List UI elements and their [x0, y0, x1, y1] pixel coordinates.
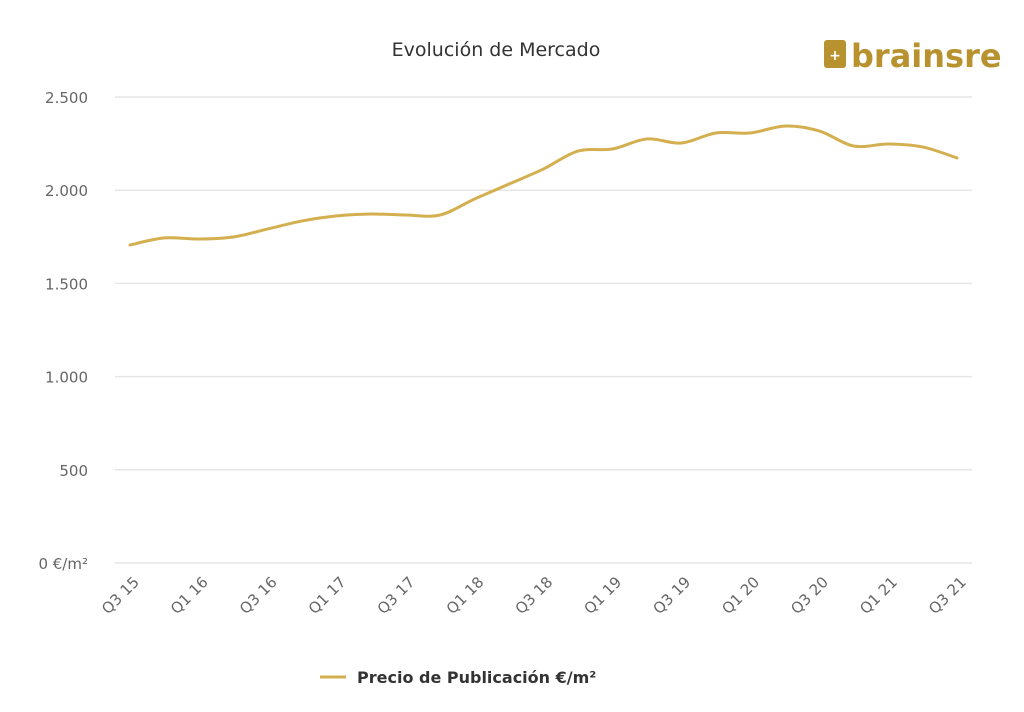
- y-tick-label: 2.000: [45, 182, 88, 200]
- data-point[interactable]: [331, 210, 343, 222]
- data-point[interactable]: [779, 120, 791, 132]
- x-tick-label: Q1 20: [718, 573, 763, 618]
- data-point[interactable]: [365, 208, 377, 220]
- y-tick-label: 2.500: [45, 89, 88, 107]
- data-point[interactable]: [158, 232, 170, 244]
- x-tick-label: Q3 15: [98, 573, 143, 618]
- brand-logo: + brainsre: [824, 37, 1002, 75]
- series-line: [128, 124, 959, 247]
- x-tick-label: Q1 17: [305, 573, 350, 618]
- legend[interactable]: Precio de Publicación €/m²: [320, 668, 596, 687]
- data-point[interactable]: [538, 163, 550, 175]
- data-point[interactable]: [641, 133, 653, 145]
- data-point[interactable]: [400, 209, 412, 221]
- y-tick-label: 500: [59, 462, 88, 480]
- data-point[interactable]: [744, 127, 756, 139]
- x-tick-label: Q3 21: [925, 573, 970, 618]
- data-point[interactable]: [710, 127, 722, 139]
- y-tick-label: 1.000: [45, 369, 88, 387]
- data-point[interactable]: [262, 223, 274, 235]
- data-point[interactable]: [606, 143, 618, 155]
- y-tick-label: 0 €/m²: [38, 555, 88, 573]
- data-point[interactable]: [503, 178, 515, 190]
- y-tick-label: 1.500: [45, 275, 88, 293]
- legend-label: Precio de Publicación €/m²: [357, 668, 596, 687]
- data-point[interactable]: [193, 233, 205, 245]
- svg-text:+: +: [829, 48, 841, 64]
- x-tick-label: Q3 20: [787, 573, 832, 618]
- data-point[interactable]: [572, 145, 584, 157]
- x-tick-label: Q3 19: [649, 573, 694, 618]
- data-point[interactable]: [469, 193, 481, 205]
- x-tick-label: Q1 19: [581, 573, 626, 618]
- x-tick-label: Q3 17: [374, 573, 419, 618]
- chart-title: Evolución de Mercado: [392, 39, 601, 61]
- data-point[interactable]: [882, 138, 894, 150]
- data-point[interactable]: [848, 140, 860, 152]
- x-tick-label: Q1 18: [443, 573, 488, 618]
- data-point[interactable]: [813, 125, 825, 137]
- data-point[interactable]: [227, 231, 239, 243]
- x-tick-label: Q3 16: [236, 573, 281, 618]
- data-point[interactable]: [917, 141, 929, 153]
- logo-text: brainsre: [851, 37, 1002, 75]
- data-point[interactable]: [124, 239, 136, 251]
- logo-mark-icon: [824, 40, 846, 68]
- x-tick-label: Q1 16: [167, 573, 212, 618]
- data-point[interactable]: [951, 152, 963, 164]
- x-tick-label: Q3 18: [512, 573, 557, 618]
- data-point[interactable]: [296, 215, 308, 227]
- x-tick-label: Q1 21: [856, 573, 901, 618]
- data-point[interactable]: [675, 137, 687, 149]
- data-point[interactable]: [434, 209, 446, 221]
